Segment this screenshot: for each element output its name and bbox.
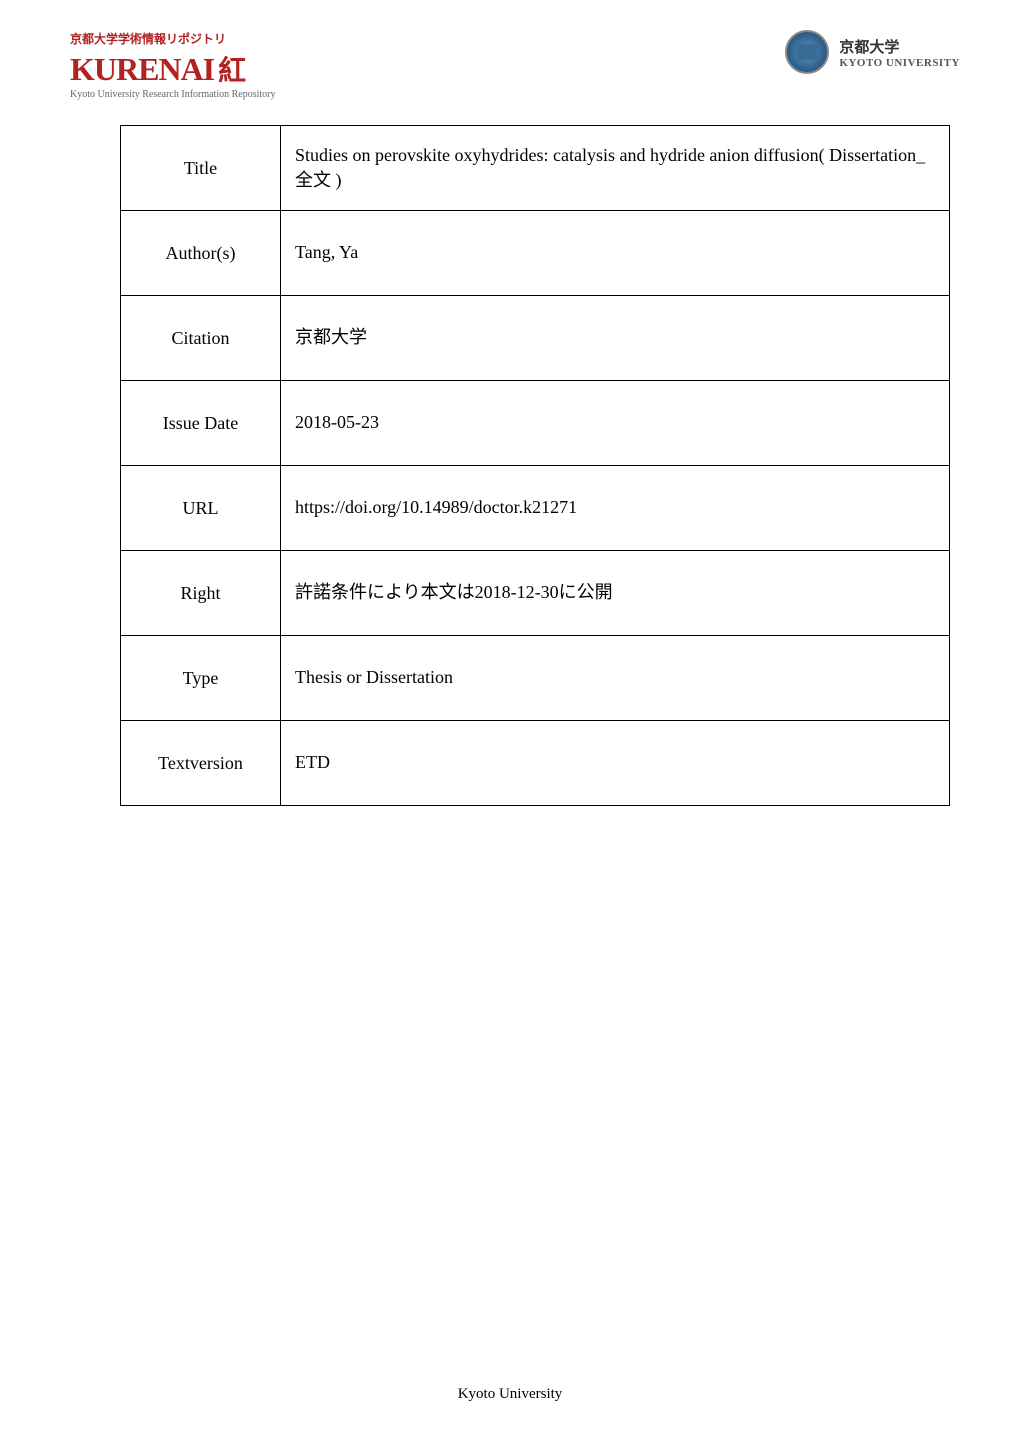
metadata-label: Type [121, 636, 281, 721]
metadata-value: Studies on perovskite oxyhydrides: catal… [281, 126, 950, 211]
table-row: Right 許諾条件により本文は2018-12-30に公開 [121, 551, 950, 636]
metadata-value: 許諾条件により本文は2018-12-30に公開 [281, 551, 950, 636]
metadata-value: ETD [281, 721, 950, 806]
university-logo: 京都大学 KYOTO UNIVERSITY [785, 30, 960, 74]
table-row: Issue Date 2018-05-23 [121, 381, 950, 466]
metadata-label: Citation [121, 296, 281, 381]
metadata-label: Right [121, 551, 281, 636]
university-text: 京都大学 KYOTO UNIVERSITY [839, 36, 960, 69]
metadata-label: Textversion [121, 721, 281, 806]
repo-name-row: KURENAI 紅 [70, 49, 246, 89]
metadata-value: Thesis or Dissertation [281, 636, 950, 721]
metadata-table: Title Studies on perovskite oxyhydrides:… [120, 125, 950, 806]
metadata-label: Issue Date [121, 381, 281, 466]
repo-symbol-icon: 紅 [218, 49, 246, 89]
page-footer: Kyoto University [0, 1386, 1020, 1403]
metadata-value: https://doi.org/10.14989/doctor.k21271 [281, 466, 950, 551]
metadata-value: Tang, Ya [281, 211, 950, 296]
table-row: Textversion ETD [121, 721, 950, 806]
repo-subtitle: Kyoto University Research Information Re… [70, 89, 276, 100]
table-row: Author(s) Tang, Ya [121, 211, 950, 296]
repo-name: KURENAI [70, 51, 214, 88]
university-en: KYOTO UNIVERSITY [839, 57, 960, 69]
metadata-label: Title [121, 126, 281, 211]
metadata-table-body: Title Studies on perovskite oxyhydrides:… [121, 126, 950, 806]
metadata-value: 京都大学 [281, 296, 950, 381]
table-row: Type Thesis or Dissertation [121, 636, 950, 721]
metadata-label: URL [121, 466, 281, 551]
page-header: 京都大学学術情報リポジトリ KURENAI 紅 Kyoto University… [0, 0, 1020, 115]
repo-jp-label: 京都大学学術情報リポジトリ [70, 30, 226, 47]
metadata-label: Author(s) [121, 211, 281, 296]
table-row: URL https://doi.org/10.14989/doctor.k212… [121, 466, 950, 551]
table-row: Citation 京都大学 [121, 296, 950, 381]
metadata-value: 2018-05-23 [281, 381, 950, 466]
repository-logo: 京都大学学術情報リポジトリ KURENAI 紅 Kyoto University… [70, 30, 276, 100]
table-row: Title Studies on perovskite oxyhydrides:… [121, 126, 950, 211]
university-jp: 京都大学 [839, 36, 960, 57]
university-seal-icon [785, 30, 829, 74]
